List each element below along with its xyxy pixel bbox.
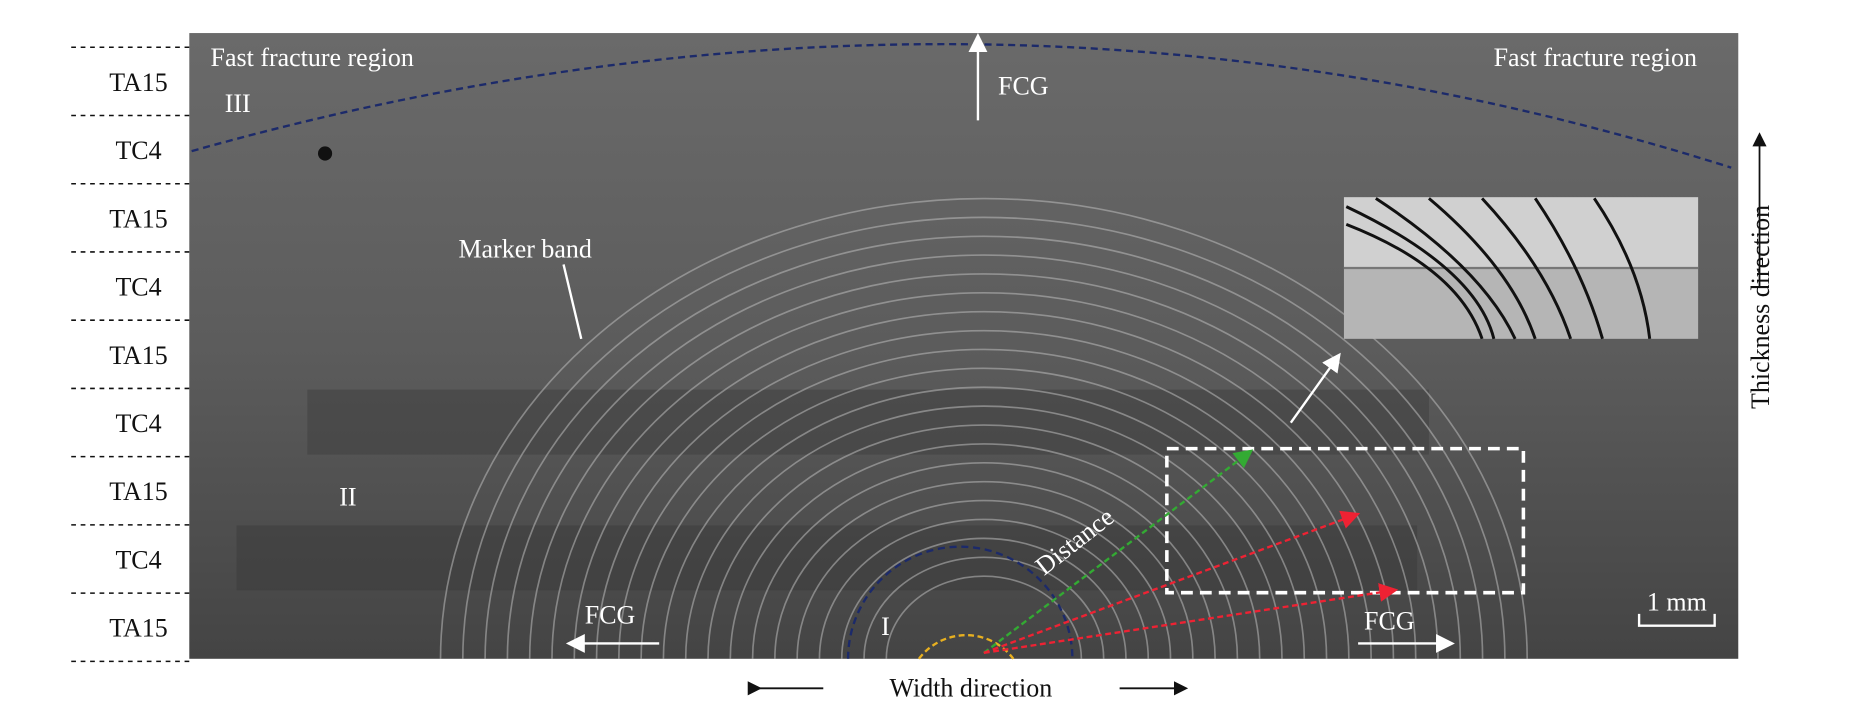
annotation: Marker band (458, 234, 591, 263)
marker-band (885, 575, 1083, 659)
layer-labels: TA15 TC4 TA15 TC4 TA15 TC4 TA15 TC4 TA15 (71, 46, 190, 663)
inset-curve (1593, 197, 1652, 340)
annotation: FCG (998, 71, 1049, 100)
annotation: FCG (1364, 606, 1415, 635)
marker-band (528, 273, 1439, 659)
marker-band (595, 329, 1372, 659)
marker-band (662, 386, 1306, 659)
marker-band (506, 254, 1462, 659)
scale-bar-label: 1 mm (1647, 587, 1707, 616)
region-label: II (339, 482, 356, 511)
marker-band (551, 292, 1417, 659)
marker-band (439, 197, 1529, 659)
inset-curve (1345, 222, 1484, 340)
layer-label: TC4 (115, 136, 161, 165)
inset-curve (1375, 197, 1517, 340)
layer-label: TA15 (109, 68, 168, 97)
marker-band (796, 499, 1172, 659)
region-label: I (881, 612, 890, 641)
layer-label: TC4 (115, 273, 161, 302)
marker-band (573, 310, 1395, 659)
inset-curve (1533, 197, 1604, 340)
annotation: Fast fracture region (211, 43, 414, 72)
marker-band (640, 367, 1328, 659)
region-label: III (225, 89, 251, 118)
layer-label: TC4 (115, 545, 161, 574)
marker-band (840, 537, 1127, 659)
marker-band (618, 348, 1350, 659)
inset-curve (1427, 197, 1537, 340)
inset-curve (1480, 197, 1573, 340)
layer-label: TA15 (109, 341, 168, 370)
marker-band (484, 235, 1484, 659)
marker-band (729, 443, 1239, 659)
layer-label: TC4 (115, 409, 161, 438)
layer-label: TA15 (109, 477, 168, 506)
marker-band (818, 518, 1150, 659)
axis-label: Width direction (890, 674, 1053, 703)
marker-band (684, 405, 1283, 659)
layer-label: TA15 (109, 204, 168, 233)
micrograph (189, 33, 1739, 660)
annotation: FCG (585, 600, 636, 629)
annotation: Fast fracture region (1494, 43, 1697, 72)
layer-label: TA15 (109, 614, 168, 643)
inset-curve (1345, 205, 1496, 340)
marker-band (707, 424, 1261, 659)
axis-label: Thickness direction (1746, 205, 1775, 409)
marker-band (751, 461, 1216, 659)
